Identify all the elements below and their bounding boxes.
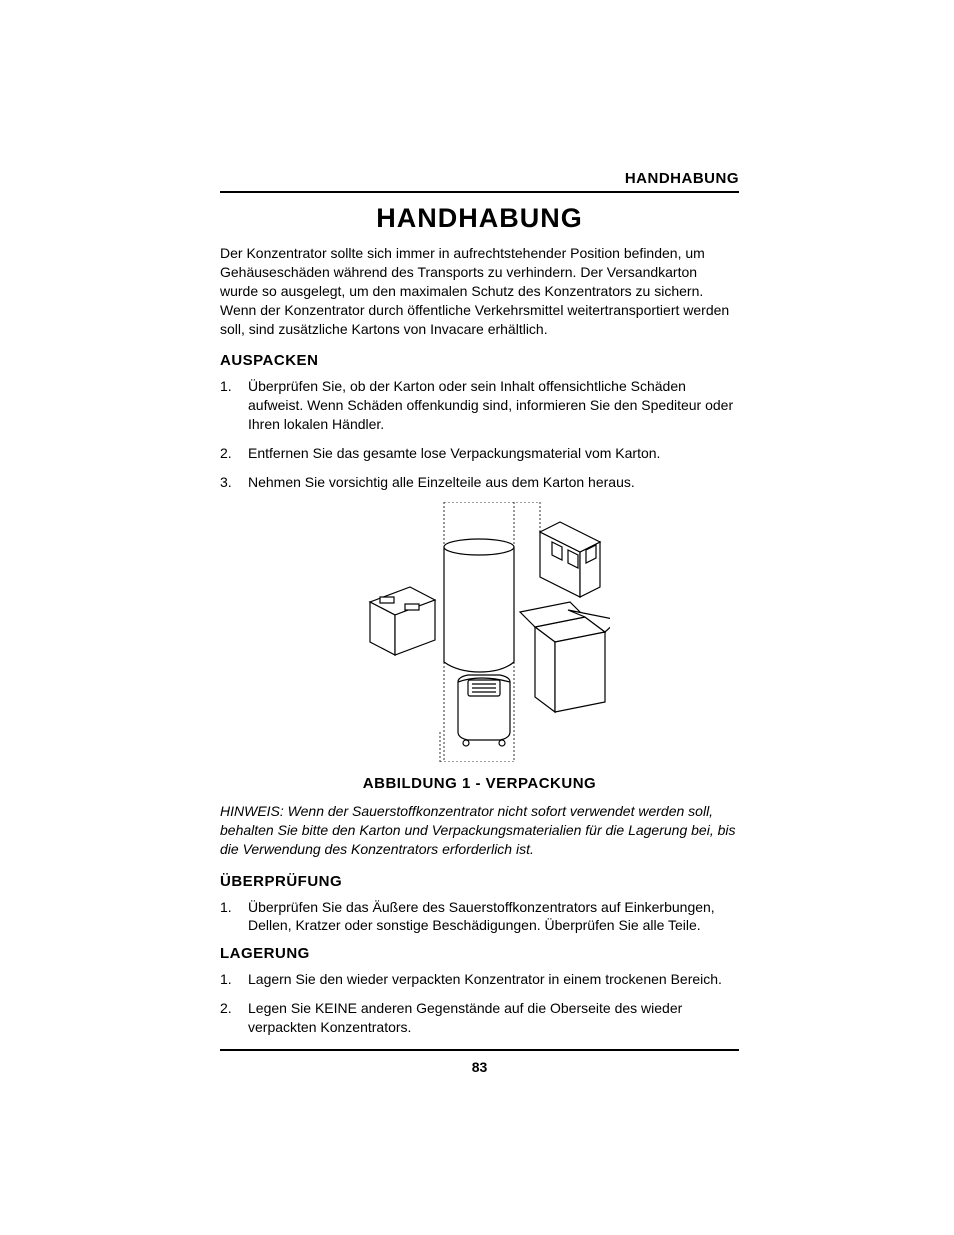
list-number: 3. [220, 473, 248, 492]
list-item: 1.Überprüfen Sie, ob der Karton oder sei… [220, 377, 739, 434]
page-title: HANDHABUNG [220, 203, 739, 234]
bottom-rule [220, 1049, 739, 1051]
section-heading-lagerung: LAGERUNG [220, 945, 739, 962]
list-text: Nehmen Sie vorsichtig alle Einzelteile a… [248, 473, 635, 492]
list-text: Überprüfen Sie das Äußere des Sauerstoff… [248, 898, 739, 936]
list-item: 2.Legen Sie KEINE anderen Gegenstände au… [220, 999, 739, 1037]
list-text: Entfernen Sie das gesamte lose Verpackun… [248, 444, 660, 463]
document-page: HANDHABUNG HANDHABUNG Der Konzentrator s… [0, 0, 954, 1235]
page-number: 83 [220, 1059, 739, 1075]
ueberpruefung-list: 1.Überprüfen Sie das Äußere des Sauersto… [220, 898, 739, 936]
section-heading-auspacken: AUSPACKEN [220, 352, 739, 369]
list-item: 1.Überprüfen Sie das Äußere des Sauersto… [220, 898, 739, 936]
list-text: Legen Sie KEINE anderen Gegenstände auf … [248, 999, 739, 1037]
list-text: Lagern Sie den wieder verpackten Konzent… [248, 970, 722, 989]
list-text: Überprüfen Sie, ob der Karton oder sein … [248, 377, 739, 434]
list-item: 2.Entfernen Sie das gesamte lose Verpack… [220, 444, 739, 463]
figure-container [220, 502, 739, 767]
auspacken-list: 1.Überprüfen Sie, ob der Karton oder sei… [220, 377, 739, 491]
note-paragraph: HINWEIS: Wenn der Sauerstoffkonzentrator… [220, 802, 739, 859]
lagerung-list: 1.Lagern Sie den wieder verpackten Konze… [220, 970, 739, 1037]
figure-caption: ABBILDUNG 1 - VERPACKUNG [220, 775, 739, 792]
list-item: 1.Lagern Sie den wieder verpackten Konze… [220, 970, 739, 989]
list-number: 2. [220, 444, 248, 463]
intro-paragraph: Der Konzentrator sollte sich immer in au… [220, 244, 739, 338]
section-heading-ueberpruefung: ÜBERPRÜFUNG [220, 873, 739, 890]
top-rule [220, 191, 739, 193]
list-number: 1. [220, 377, 248, 434]
list-item: 3.Nehmen Sie vorsichtig alle Einzelteile… [220, 473, 739, 492]
list-number: 1. [220, 970, 248, 989]
header-label: HANDHABUNG [220, 170, 739, 187]
list-number: 1. [220, 898, 248, 936]
packaging-diagram-icon [350, 502, 610, 762]
list-number: 2. [220, 999, 248, 1037]
